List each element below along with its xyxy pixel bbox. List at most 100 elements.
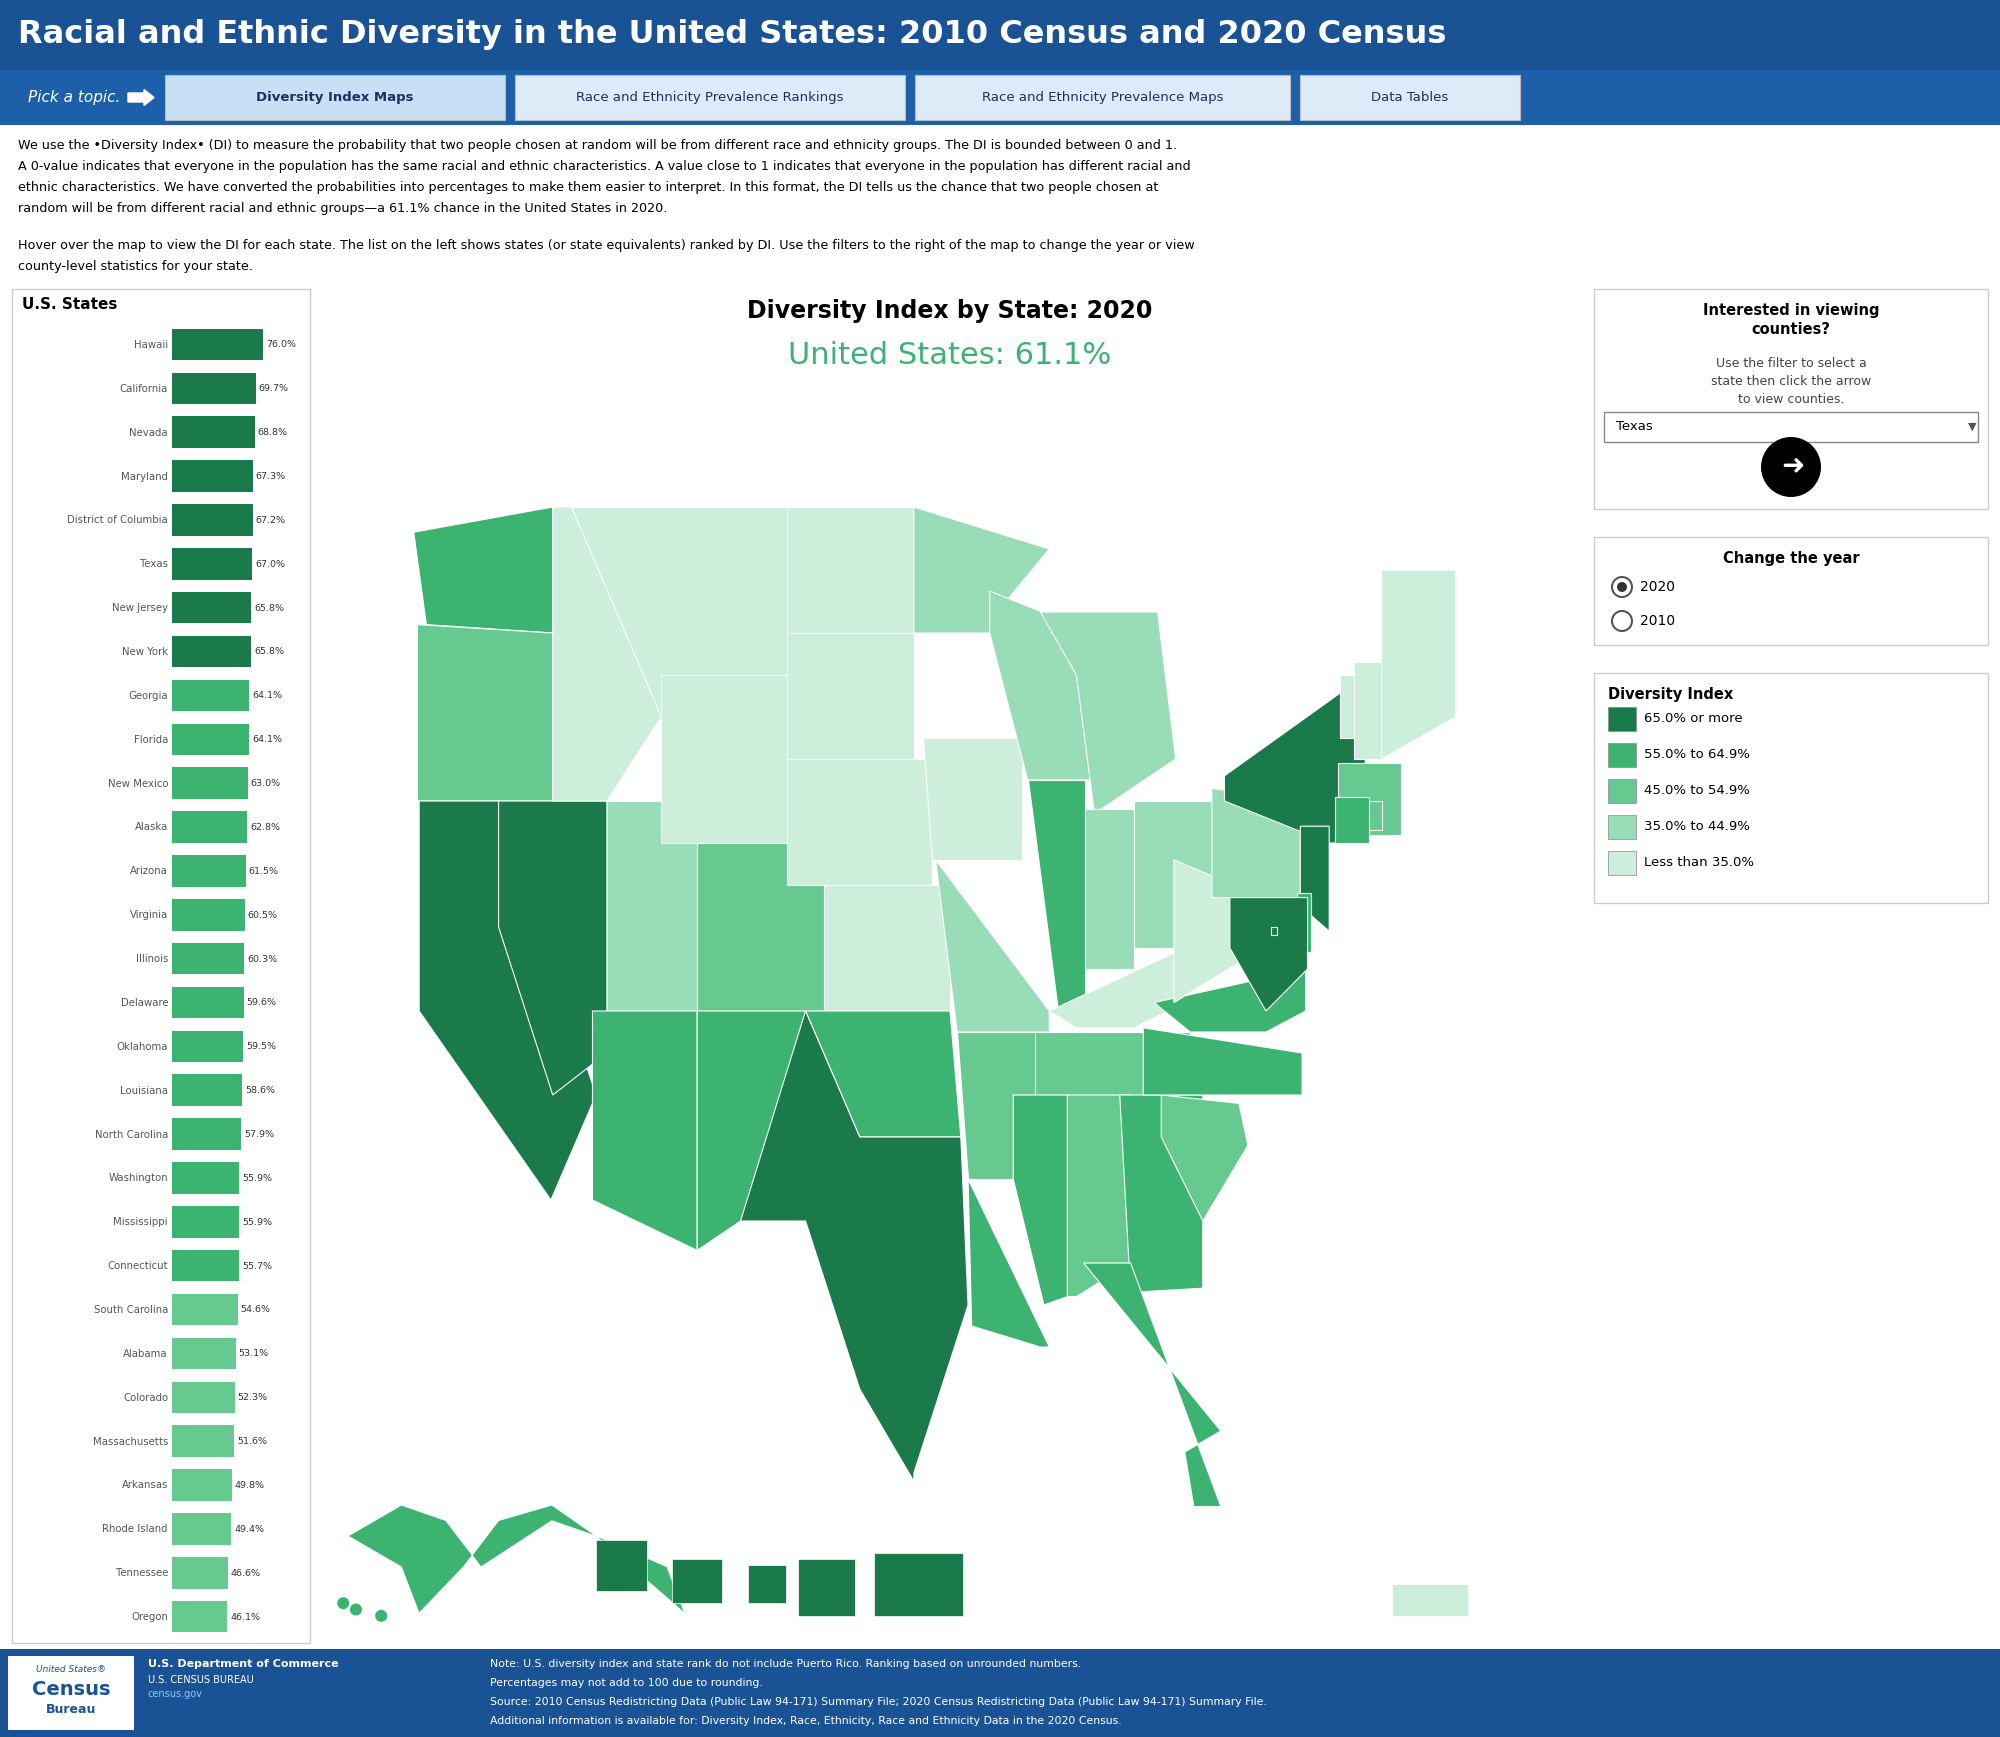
- Text: Data Tables: Data Tables: [1372, 90, 1448, 104]
- Polygon shape: [1050, 948, 1184, 1028]
- Polygon shape: [788, 632, 914, 759]
- Text: United States®: United States®: [36, 1664, 106, 1674]
- Polygon shape: [552, 507, 662, 801]
- Text: Nevada: Nevada: [130, 427, 168, 438]
- Text: We use the •Diversity Index• (DI) to measure the probability that two people cho: We use the •Diversity Index• (DI) to mea…: [18, 139, 1178, 153]
- Text: Connecticut: Connecticut: [108, 1261, 168, 1271]
- Text: ethnic characteristics. We have converted the probabilities into percentages to : ethnic characteristics. We have converte…: [18, 181, 1158, 195]
- Text: 65.0% or more: 65.0% or more: [1644, 712, 1742, 726]
- Bar: [8, 1655, 134, 1730]
- Polygon shape: [1040, 611, 1176, 813]
- Bar: [172, 1294, 238, 1325]
- Text: Alabama: Alabama: [124, 1350, 168, 1358]
- Text: Tennessee: Tennessee: [116, 1569, 168, 1579]
- Text: 55.7%: 55.7%: [242, 1261, 272, 1271]
- Text: U.S. Department of Commerce: U.S. Department of Commerce: [148, 1659, 338, 1669]
- Polygon shape: [1338, 763, 1402, 834]
- Bar: [172, 328, 264, 360]
- Text: Diversity Index Maps: Diversity Index Maps: [256, 90, 414, 104]
- Text: Pick a topic.: Pick a topic.: [28, 90, 120, 104]
- Bar: [0, 0, 2000, 69]
- Bar: [172, 460, 252, 492]
- Polygon shape: [1300, 827, 1330, 931]
- Bar: [172, 1119, 242, 1150]
- Bar: [172, 811, 248, 842]
- Polygon shape: [914, 507, 1050, 632]
- Bar: [172, 1030, 244, 1061]
- Polygon shape: [1154, 969, 1306, 1032]
- Text: Mississippi: Mississippi: [114, 1218, 168, 1228]
- Text: Oklahoma: Oklahoma: [116, 1042, 168, 1053]
- Text: 52.3%: 52.3%: [238, 1393, 268, 1402]
- Text: U.S. CENSUS BUREAU: U.S. CENSUS BUREAU: [148, 1674, 254, 1685]
- Text: California: California: [120, 384, 168, 394]
- Polygon shape: [1034, 1032, 1190, 1094]
- Text: Hover over the map to view the DI for each state. The list on the left shows sta: Hover over the map to view the DI for ea…: [18, 240, 1194, 252]
- Text: New Mexico: New Mexico: [108, 778, 168, 789]
- Bar: [172, 987, 244, 1018]
- Bar: [0, 1648, 2000, 1737]
- Polygon shape: [1084, 1263, 1220, 1506]
- Text: 62.8%: 62.8%: [250, 823, 280, 832]
- Circle shape: [336, 1596, 350, 1610]
- Text: 68.8%: 68.8%: [258, 427, 288, 438]
- Text: 64.1%: 64.1%: [252, 735, 282, 743]
- Text: 61.5%: 61.5%: [248, 867, 278, 875]
- Bar: [172, 724, 248, 756]
- Text: Texas: Texas: [140, 559, 168, 570]
- Text: Arkansas: Arkansas: [122, 1480, 168, 1490]
- Circle shape: [374, 1610, 388, 1622]
- Text: 69.7%: 69.7%: [258, 384, 288, 393]
- Polygon shape: [748, 1565, 786, 1603]
- Text: Hawaii: Hawaii: [134, 340, 168, 349]
- Text: 54.6%: 54.6%: [240, 1306, 270, 1315]
- Text: random will be from different racial and ethnic groups—a 61.1% chance in the Uni: random will be from different racial and…: [18, 201, 668, 215]
- Text: Use the filter to select a
state then click the arrow
to view counties.: Use the filter to select a state then cl…: [1710, 358, 1872, 406]
- Text: 58.6%: 58.6%: [246, 1086, 276, 1094]
- Text: Oregon: Oregon: [132, 1612, 168, 1622]
- Bar: [172, 636, 250, 667]
- Text: 65.8%: 65.8%: [254, 648, 284, 657]
- Polygon shape: [1120, 1094, 1202, 1292]
- Bar: [172, 592, 250, 624]
- Polygon shape: [1334, 797, 1368, 842]
- Polygon shape: [698, 1011, 806, 1251]
- Text: 46.1%: 46.1%: [230, 1612, 260, 1622]
- Text: 60.5%: 60.5%: [248, 910, 278, 919]
- Bar: [172, 1205, 240, 1238]
- Polygon shape: [596, 1541, 646, 1591]
- Text: 59.5%: 59.5%: [246, 1042, 276, 1051]
- Polygon shape: [414, 507, 552, 632]
- Text: Delaware: Delaware: [120, 999, 168, 1007]
- Bar: [172, 1470, 232, 1501]
- Polygon shape: [1354, 662, 1384, 759]
- Polygon shape: [1340, 676, 1374, 738]
- Text: 55.0% to 64.9%: 55.0% to 64.9%: [1644, 749, 1750, 761]
- Polygon shape: [788, 759, 932, 884]
- Text: Census: Census: [32, 1680, 110, 1699]
- Text: Louisiana: Louisiana: [120, 1086, 168, 1096]
- Polygon shape: [420, 801, 596, 1200]
- Polygon shape: [672, 1560, 722, 1603]
- Text: 67.3%: 67.3%: [256, 472, 286, 481]
- Polygon shape: [1224, 676, 1366, 842]
- Polygon shape: [1028, 780, 1086, 1011]
- Text: Racial and Ethnic Diversity in the United States: 2010 Census and 2020 Census: Racial and Ethnic Diversity in the Unite…: [18, 19, 1446, 50]
- Text: 67.2%: 67.2%: [256, 516, 286, 525]
- Bar: [172, 1602, 228, 1633]
- Text: Change the year: Change the year: [1722, 551, 1860, 566]
- Bar: [516, 75, 904, 120]
- Bar: [164, 75, 504, 120]
- Polygon shape: [418, 625, 552, 801]
- Polygon shape: [592, 1011, 698, 1251]
- Polygon shape: [990, 591, 1094, 780]
- Text: United States: 61.1%: United States: 61.1%: [788, 340, 1112, 370]
- Polygon shape: [1212, 789, 1306, 898]
- Text: Texas: Texas: [1616, 420, 1652, 434]
- Text: 46.6%: 46.6%: [230, 1569, 260, 1577]
- Text: 49.4%: 49.4%: [234, 1525, 264, 1534]
- Bar: [916, 75, 1290, 120]
- Text: Massachusetts: Massachusetts: [92, 1436, 168, 1447]
- Bar: [0, 69, 2000, 125]
- Text: ▼: ▼: [1968, 422, 1976, 433]
